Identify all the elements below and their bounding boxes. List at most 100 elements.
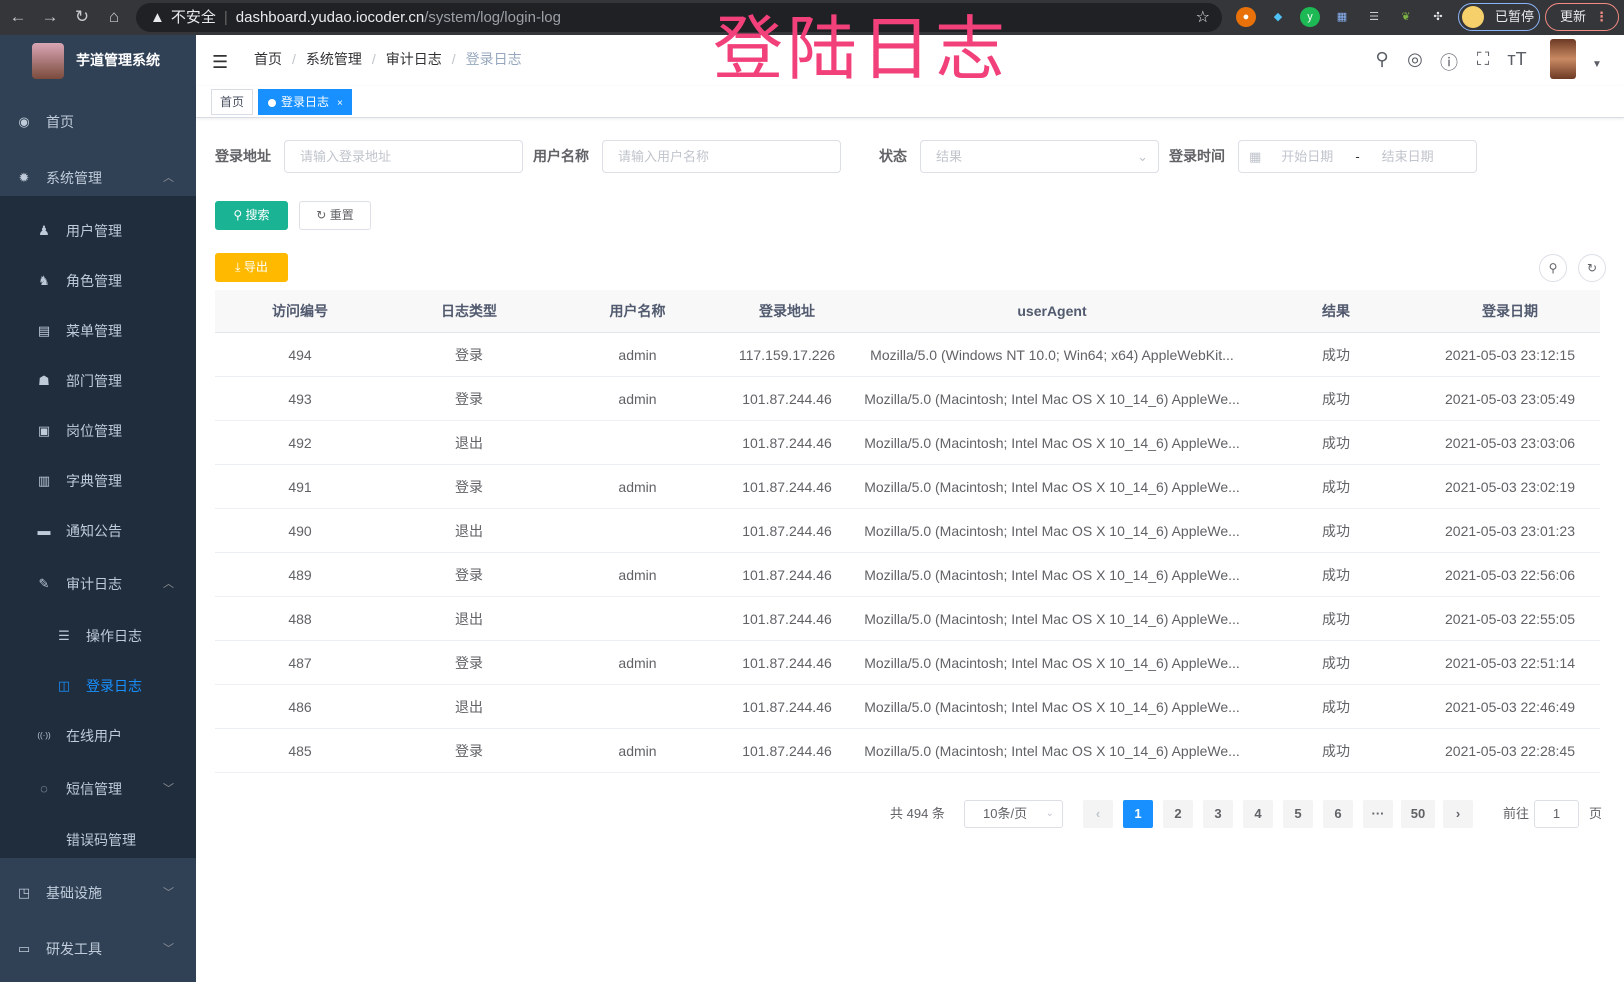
search-icon[interactable]: ⚲: [1375, 49, 1389, 69]
sidebar-item[interactable]: ✎ 审计日志 ︿: [0, 558, 196, 610]
sidebar-item[interactable]: ◌ 短信管理 ﹀: [0, 763, 196, 815]
url-path: /system/log/login-log: [424, 9, 561, 26]
online-icon: ((·)): [37, 731, 51, 740]
page-button[interactable]: 4: [1243, 800, 1273, 828]
page-button[interactable]: 6: [1323, 800, 1353, 828]
table-row[interactable]: 492 退出 101.87.244.46 Mozilla/5.0 (Macintosh…: [215, 421, 1600, 465]
sidebar-item-label: 部门管理: [66, 373, 122, 389]
table-row[interactable]: 485 登录 admin 101.87.244.46 Mozilla/5.0 (Maci…: [215, 729, 1600, 773]
sidebar-item[interactable]: ◉ 首页: [0, 96, 196, 148]
sidebar-item[interactable]: ♞ 角色管理: [0, 255, 196, 307]
sidebar-item[interactable]: ☰ 操作日志: [0, 610, 196, 662]
sidebar-item-label: 审计日志: [66, 576, 122, 592]
sidebar-item[interactable]: ♟ 用户管理: [0, 205, 196, 257]
search-button[interactable]: ⚲ 搜索: [215, 201, 288, 230]
tag-login-log[interactable]: 登录日志 ×: [258, 89, 352, 115]
sidebar-item[interactable]: 错误码管理: [0, 814, 196, 866]
table-row[interactable]: 489 登录 admin 101.87.244.46 Mozilla/5.0 (Maci…: [215, 553, 1600, 597]
start-date[interactable]: 开始日期: [1281, 149, 1334, 164]
extension-list-icon[interactable]: ☰: [1369, 11, 1379, 23]
extension-y-icon[interactable]: y: [1300, 7, 1320, 27]
table-cell: 2021-05-03 22:46:49: [1445, 698, 1575, 715]
page-button[interactable]: 50: [1401, 800, 1435, 828]
avatar[interactable]: [1550, 39, 1576, 79]
hamburger-icon[interactable]: ☰: [212, 52, 229, 72]
fullscreen-icon[interactable]: ⛶: [1476, 49, 1490, 69]
extensions-puzzle-icon[interactable]: ✣: [1433, 11, 1443, 23]
forward-icon[interactable]: →: [41, 7, 59, 26]
table-cell: 2021-05-03 23:02:19: [1445, 478, 1575, 495]
extension-leaf-icon[interactable]: ❦: [1401, 11, 1411, 23]
sidebar-item[interactable]: ▣ 岗位管理: [0, 405, 196, 457]
sidebar-item[interactable]: ◳ 基础设施 ﹀: [0, 867, 196, 919]
table-cell: 成功: [1322, 346, 1350, 363]
table-cell: Mozilla/5.0 (Macintosh; Intel Mac OS X 1…: [864, 478, 1240, 495]
status-select[interactable]: 结果 ⌄: [920, 140, 1159, 173]
sidebar-item[interactable]: ▥ 字典管理: [0, 455, 196, 507]
sidebar-item[interactable]: ☗ 部门管理: [0, 355, 196, 407]
address-bar[interactable]: ▲ 不安全 | dashboard.yudao.iocoder.cn/system/l…: [136, 3, 1222, 32]
goto-page-input[interactable]: 1: [1534, 800, 1579, 828]
page-button[interactable]: 1: [1123, 800, 1153, 828]
username-placeholder: 请输入用户名称: [618, 149, 710, 164]
caret-down-icon[interactable]: ▼: [1592, 59, 1602, 70]
date-range-picker[interactable]: ▦ 开始日期 - 结束日期: [1238, 140, 1477, 173]
extension-icon[interactable]: ●: [1236, 7, 1256, 27]
table-row[interactable]: 490 退出 101.87.244.46 Mozilla/5.0 (Macintosh…: [215, 509, 1600, 553]
reset-button[interactable]: ↻ 重置: [299, 201, 371, 230]
table-cell: 117.159.17.226: [738, 346, 836, 363]
refresh-table-icon[interactable]: ↻: [1578, 254, 1606, 282]
username-input[interactable]: 请输入用户名称: [602, 140, 841, 173]
page-button[interactable]: 3: [1203, 800, 1233, 828]
help-icon[interactable]: ⓘ: [1440, 53, 1458, 73]
prev-page-button[interactable]: ‹: [1083, 800, 1113, 828]
profile-button[interactable]: 已暂停: [1458, 3, 1540, 31]
app-title: 芋道管理系统: [76, 52, 160, 68]
table-cell: 490: [288, 522, 312, 539]
post-icon: ▣: [37, 423, 51, 438]
bookmark-star-icon[interactable]: ☆: [1195, 9, 1210, 26]
ip-input[interactable]: 请输入登录地址: [284, 140, 523, 173]
extension-grid-icon[interactable]: ▦: [1336, 11, 1348, 23]
github-icon[interactable]: ◎: [1407, 49, 1423, 69]
back-icon[interactable]: ←: [9, 7, 27, 26]
sidebar-item[interactable]: ▤ 菜单管理: [0, 305, 196, 357]
toggle-search-icon[interactable]: ⚲: [1539, 254, 1567, 282]
export-button[interactable]: ⤓ 导出: [215, 253, 288, 282]
next-page-button[interactable]: ›: [1443, 800, 1473, 828]
sidebar-item[interactable]: ▬ 通知公告: [0, 505, 196, 557]
update-button[interactable]: 更新 ⋮: [1545, 3, 1619, 31]
end-date[interactable]: 结束日期: [1381, 149, 1434, 164]
tag-home[interactable]: 首页: [211, 89, 254, 115]
sidebar-item[interactable]: ▭ 研发工具 ﹀: [0, 923, 196, 975]
page-button[interactable]: ···: [1363, 800, 1393, 828]
user-icon: ♟: [38, 223, 50, 238]
breadcrumb-item[interactable]: 首页: [254, 51, 282, 67]
tag-label: 首页: [220, 95, 245, 109]
reload-icon[interactable]: ↻: [74, 7, 90, 26]
sidebar-item[interactable]: ((·)) 在线用户: [0, 710, 196, 762]
logo[interactable]: 芋道管理系统: [0, 35, 196, 90]
page-button[interactable]: 5: [1283, 800, 1313, 828]
logininfor-icon: ◫: [57, 678, 71, 693]
table-cell: 2021-05-03 22:51:14: [1445, 654, 1575, 671]
close-icon[interactable]: ×: [337, 98, 343, 109]
extension-gem-icon[interactable]: ◆: [1273, 11, 1283, 23]
page-button[interactable]: 2: [1163, 800, 1193, 828]
sidebar-item-label: 用户管理: [66, 223, 122, 239]
home-icon[interactable]: ⌂: [108, 7, 120, 26]
table-row[interactable]: 493 登录 admin 101.87.244.46 Mozilla/5.0 (Maci…: [215, 377, 1600, 421]
font-size-icon[interactable]: ᴛT: [1507, 49, 1527, 69]
table-row[interactable]: 488 退出 101.87.244.46 Mozilla/5.0 (Macintosh…: [215, 597, 1600, 641]
table-row[interactable]: 487 登录 admin 101.87.244.46 Mozilla/5.0 (Maci…: [215, 641, 1600, 685]
table-row[interactable]: 486 退出 101.87.244.46 Mozilla/5.0 (Macintosh…: [215, 685, 1600, 729]
sidebar-item[interactable]: ◫ 登录日志: [0, 660, 196, 712]
login-log-table: 访问编号 日志类型 用户名称 登录地址 userAgent 结果 登录日期 494 登录 admi…: [215, 290, 1600, 773]
breadcrumb-item: 登录日志: [465, 51, 522, 67]
sidebar-item[interactable]: ✹ 系统管理 ︿: [0, 152, 196, 204]
table-cell: 101.87.244.46: [742, 522, 832, 539]
table-row[interactable]: 494 登录 admin 117.159.17.226 Mozilla/5.0 (Win…: [215, 333, 1600, 377]
table-row[interactable]: 491 登录 admin 101.87.244.46 Mozilla/5.0 (Maci…: [215, 465, 1600, 509]
page-size-select[interactable]: 10条/页 ⌄: [964, 800, 1063, 828]
date-sep: -: [1355, 149, 1360, 164]
